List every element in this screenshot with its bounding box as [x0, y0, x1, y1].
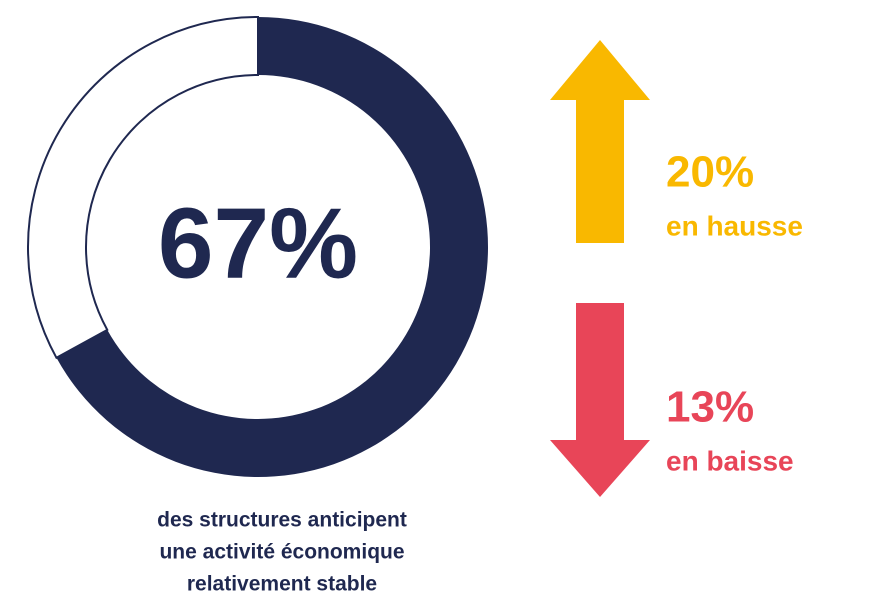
arrow-down: [550, 303, 650, 497]
indicator-value: 20%: [666, 148, 754, 197]
donut-value-label: 67%: [158, 187, 358, 299]
indicator-text: en hausse: [666, 210, 803, 241]
donut-remainder: [27, 15, 259, 360]
arrow-up: [550, 40, 650, 243]
caption-line: des structures anticipent: [157, 509, 407, 532]
indicator-value: 13%: [666, 383, 754, 432]
caption-line: une activité économique: [159, 541, 404, 564]
indicator-text: en baisse: [666, 445, 794, 476]
caption-line: relativement stable: [187, 573, 377, 596]
